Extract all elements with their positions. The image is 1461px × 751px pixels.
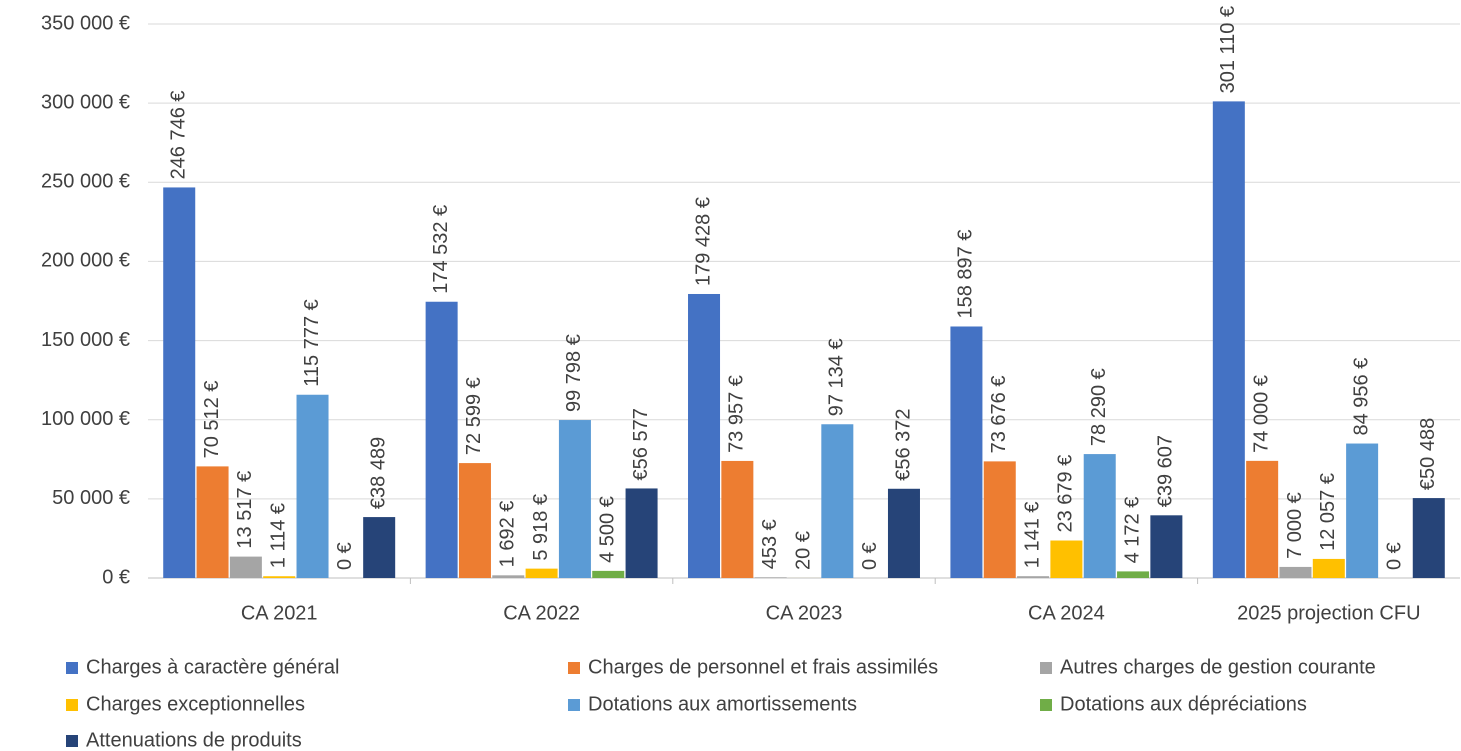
bar <box>1346 443 1379 578</box>
data-label: 246 746 € <box>168 90 190 179</box>
data-label: 74 000 € <box>1250 375 1272 453</box>
bar <box>821 424 854 578</box>
bar <box>229 556 262 578</box>
bar <box>1246 460 1279 578</box>
legend-swatch <box>568 699 580 711</box>
data-label: €56 577 <box>630 408 652 480</box>
legend-label: Attenuations de produits <box>86 729 302 751</box>
data-label: 0 € <box>334 542 356 570</box>
data-label: €50 488 <box>1417 418 1439 490</box>
x-tick-label: CA 2022 <box>503 602 580 624</box>
data-label: 13 517 € <box>234 471 256 549</box>
data-label: 0 € <box>1384 542 1406 570</box>
data-label: 115 777 € <box>301 299 323 387</box>
x-tick-label: 2025 projection CFU <box>1237 602 1420 624</box>
data-label: €56 372 <box>892 408 914 480</box>
data-label: 72 599 € <box>463 377 485 455</box>
bar <box>1150 515 1183 578</box>
bar <box>887 488 920 578</box>
bar <box>1279 566 1312 578</box>
bar <box>592 570 625 578</box>
bar <box>363 517 396 578</box>
bar <box>754 577 787 578</box>
data-label: 453 € <box>759 519 781 569</box>
bar <box>558 420 591 578</box>
data-label: 4 500 € <box>597 496 619 563</box>
legend-label: Charges à caractère général <box>86 656 339 678</box>
legend-swatch <box>1040 662 1052 674</box>
bar <box>721 460 754 578</box>
bar <box>1412 498 1445 578</box>
data-label: 179 428 € <box>692 197 714 286</box>
bar <box>1083 454 1116 578</box>
data-label: 84 956 € <box>1350 358 1372 436</box>
y-tick-label: 50 000 € <box>52 487 130 509</box>
bar <box>263 576 296 578</box>
y-tick-label: 100 000 € <box>41 408 130 430</box>
data-label: 4 172 € <box>1121 497 1143 564</box>
data-label: 7 000 € <box>1284 492 1306 559</box>
data-label: 73 957 € <box>726 375 748 453</box>
data-label: 1 692 € <box>497 501 519 568</box>
bar <box>688 293 721 578</box>
bar <box>492 575 525 578</box>
data-label: 158 897 € <box>955 230 977 319</box>
bar <box>625 488 658 578</box>
data-label: 73 676 € <box>988 376 1010 454</box>
data-label: 97 134 € <box>826 338 848 416</box>
y-tick-label: 150 000 € <box>41 329 130 351</box>
data-label: 99 798 € <box>563 334 585 412</box>
bar <box>296 394 329 578</box>
bar <box>458 463 491 578</box>
bar <box>1050 540 1083 578</box>
data-label: 0 € <box>859 542 881 570</box>
data-label: €38 489 <box>367 437 389 509</box>
legend-swatch <box>568 662 580 674</box>
y-tick-label: 350 000 € <box>41 12 130 34</box>
bar <box>425 301 458 578</box>
legend-swatch <box>1040 699 1052 711</box>
y-tick-label: 250 000 € <box>41 171 130 193</box>
bar <box>1312 558 1345 578</box>
y-tick-label: 0 € <box>102 566 130 588</box>
data-label: 23 679 € <box>1055 455 1077 533</box>
y-tick-label: 300 000 € <box>41 91 130 113</box>
legend-label: Dotations aux amortissements <box>588 693 857 715</box>
y-tick-label: 200 000 € <box>41 250 130 272</box>
data-label: 5 918 € <box>530 494 552 561</box>
bar <box>525 568 558 578</box>
bar <box>1117 571 1150 578</box>
data-label: €39 607 <box>1155 435 1177 507</box>
x-tick-label: CA 2021 <box>241 602 318 624</box>
data-label: 78 290 € <box>1088 368 1110 446</box>
data-label: 12 057 € <box>1317 473 1339 551</box>
bar <box>983 461 1016 578</box>
legend-label: Dotations aux dépréciations <box>1060 693 1307 715</box>
legend-label: Autres charges de gestion courante <box>1060 656 1376 678</box>
legend-swatch <box>66 735 78 747</box>
bar <box>1212 101 1245 578</box>
bar <box>950 326 983 578</box>
bar <box>163 187 196 578</box>
legend-swatch <box>66 699 78 711</box>
legend-swatch <box>66 662 78 674</box>
x-tick-label: CA 2023 <box>766 602 843 624</box>
data-label: 1 141 € <box>1021 501 1043 568</box>
legend-label: Charges de personnel et frais assimilés <box>588 656 938 678</box>
data-label: 301 110 € <box>1217 6 1239 94</box>
data-label: 70 512 € <box>201 381 223 459</box>
data-label: 1 114 € <box>267 503 289 568</box>
data-label: 20 € <box>792 531 814 570</box>
bar <box>1017 576 1050 578</box>
data-label: 174 532 € <box>430 205 452 294</box>
x-tick-label: CA 2024 <box>1028 602 1105 624</box>
legend-label: Charges exceptionnelles <box>86 693 305 715</box>
bar <box>196 466 229 578</box>
